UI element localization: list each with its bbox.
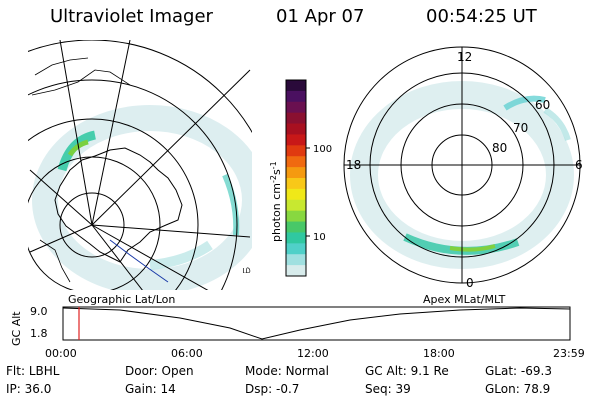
instrument-title: Ultraviolet Imager [50,6,213,27]
status-mode: Mode: Normal [245,364,329,378]
colorbar-swatch [286,178,306,190]
polar-arc-core [449,244,496,252]
altitude-ytick-1-8: 1.8 [30,327,48,340]
mlt-label-0: 0 [466,276,474,290]
colorbar-swatch [286,90,306,103]
colorbar-swatch [286,156,306,168]
auroral-core-spot [67,139,89,157]
status-glat: GLat: -69.3 [485,364,552,378]
terminator-line [109,239,169,283]
status-ip: IP: 36.0 [6,382,52,396]
colorbar-tick-100: 100 [313,144,332,155]
geographic-map [28,40,252,290]
status-gc-alt: GC Alt: 9.1 Re [365,364,449,378]
meridians [29,40,251,290]
colorbar-swatch [286,243,306,255]
polar-arc-dawn [503,95,546,111]
mlat-label-80: 80 [492,141,507,155]
colorbar-tick-10: 10 [313,232,326,243]
mlt-label-18: 18 [346,158,361,172]
geo-corner-marker: ம [242,263,251,276]
colorbar-swatch [286,123,306,135]
xtick-18-00: 18:00 [423,347,455,360]
xtick-06-00: 06:00 [171,347,203,360]
altitude-curve [62,307,571,340]
colorbar-swatch [286,134,306,146]
colorbar-swatch [286,80,306,92]
colorbar-border [285,79,307,277]
colorbar-swatch [286,145,306,157]
colorbar-swatch [286,265,306,277]
mlat-label-70: 70 [513,121,528,135]
mlat-label-60: 60 [535,98,550,112]
mlt-label-12: 12 [457,50,472,64]
coastline-north-2 [34,57,89,76]
altitude-plot-frame [62,306,571,341]
polar-arc-dawn-2 [543,107,571,141]
colorbar-swatch [286,167,306,179]
colorbar-swatch [286,112,306,125]
colorbar-swatch [286,101,306,114]
altitude-ylabel: GC Alt [10,311,23,346]
lat-circle-60 [28,118,199,290]
polar-map-label: Apex MLat/MLT [423,293,506,306]
status-gain: Gain: 14 [125,382,176,396]
status-door: Door: Open [125,364,194,378]
altitude-ytick-9: 9.0 [30,305,48,318]
geo-map-label: Geographic Lat/Lon [68,293,175,306]
antarctica-coastline [54,147,183,263]
auroral-arc-east [222,173,240,236]
xtick-00-00: 00:00 [45,347,77,360]
date-label: 01 Apr 07 [276,6,365,27]
colorbar-swatch [286,221,306,233]
status-seq: Seq: 39 [365,382,411,396]
coastline-north [31,69,131,96]
lat-circle-50 [28,79,238,290]
colorbar-swatch [286,210,306,223]
colorbar-swatch [286,254,306,266]
lat-circle-80 [59,192,125,258]
status-glon: GLon: 78.9 [485,382,551,396]
colorbar [285,79,307,277]
status-flt: Flt: LBHL [6,364,60,378]
xtick-23-59: 23:59 [553,347,585,360]
colorbar-swatch [286,232,306,244]
colorbar-swatch [286,199,306,212]
colorbar-swatch [286,188,306,201]
colorbar-unit-label: photon cm-2s-1 [269,161,283,242]
auroral-oval-diffuse [32,105,252,290]
time-label: 00:54:25 UT [426,6,537,27]
xtick-12-00: 12:00 [297,347,329,360]
status-dsp: Dsp: -0.7 [245,382,300,396]
auroral-arc-south [149,240,213,270]
coastline-sw [39,239,71,283]
mlt-label-6: 6 [575,158,583,172]
